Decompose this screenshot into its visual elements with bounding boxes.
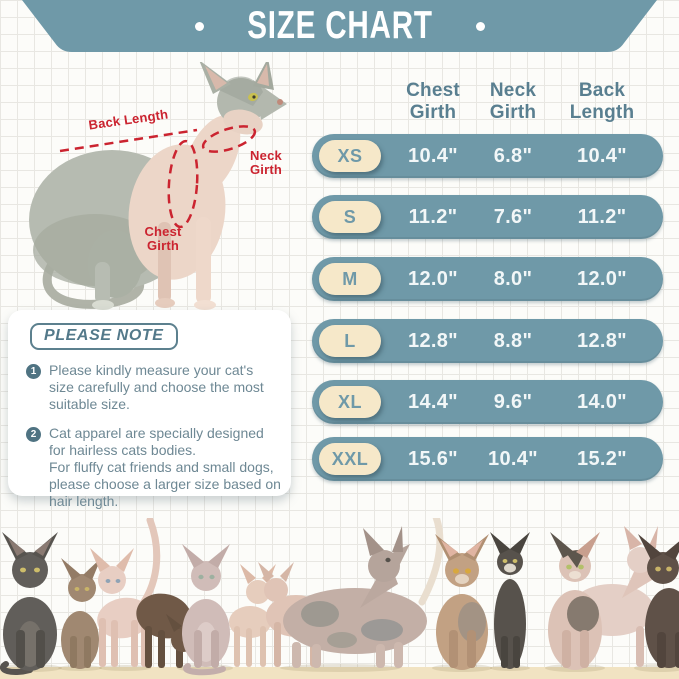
back-value: 15.2"	[577, 447, 627, 470]
back-value: 12.8"	[577, 329, 627, 352]
cat-brown-head-down	[136, 593, 198, 668]
cat-lilac-sitting	[182, 544, 230, 676]
cat-tortie-sitting	[548, 532, 602, 670]
neck-value: 9.6"	[493, 390, 533, 413]
decor-dot-right	[475, 21, 485, 31]
chest-girth-label-1: Chest	[144, 224, 182, 239]
neck-value: 8.8"	[493, 329, 533, 352]
column-header-neck-girth: Neck Girth	[489, 80, 537, 123]
cat-tan-sitting	[435, 534, 489, 670]
chest-value: 10.4"	[408, 144, 458, 167]
chest-value: 11.2"	[408, 205, 458, 228]
neck-girth-ellipse	[201, 125, 257, 153]
table-row-s: S 11.2" 7.6" 11.2"	[312, 195, 663, 239]
note-number-1: 1	[26, 364, 41, 379]
chest-value: 12.8"	[408, 329, 458, 352]
page-title: SIZE CHART	[0, 0, 679, 52]
decor-dot-left	[194, 21, 204, 31]
title-text: SIZE CHART	[246, 4, 433, 47]
note-item-2: 2 Cat apparel are specially designed for…	[26, 425, 281, 510]
back-length-line	[59, 128, 198, 153]
size-badge: XS	[319, 140, 381, 172]
cat-taupe-sitting	[61, 558, 101, 669]
neck-girth-label-1: Neck	[250, 148, 282, 163]
please-note-card: PLEASE NOTE 1 Please kindly measure your…	[8, 310, 291, 509]
cat-dark-sitting	[0, 532, 58, 676]
neck-value: 10.4"	[488, 447, 538, 470]
chest-value: 12.0"	[408, 267, 458, 290]
floor-strip	[0, 667, 679, 679]
back-value: 12.0"	[577, 267, 627, 290]
table-row-xxl: XXL 15.6" 10.4" 15.2"	[312, 437, 663, 481]
table-row-xs: XS 10.4" 6.8" 10.4"	[312, 134, 663, 178]
chest-value: 14.4"	[408, 390, 458, 413]
chest-value: 15.6"	[408, 447, 458, 470]
size-badge: L	[319, 325, 381, 357]
table-row-l: L 12.8" 8.8" 12.8"	[312, 319, 663, 363]
please-note-badge: PLEASE NOTE	[30, 323, 178, 350]
size-badge: XL	[319, 386, 381, 418]
note-number-2: 2	[26, 427, 41, 442]
chest-girth-label-2: Girth	[147, 238, 179, 253]
cat-nose	[277, 99, 283, 105]
table-row-xl: XL 14.4" 9.6" 14.0"	[312, 380, 663, 424]
column-header-back-length: Back Length	[569, 80, 635, 123]
neck-value: 6.8"	[493, 144, 533, 167]
banner-ribbon	[22, 0, 657, 52]
back-value: 11.2"	[577, 205, 627, 228]
sphynx-cats-group-photo	[0, 518, 679, 679]
neck-value: 7.6"	[493, 205, 533, 228]
neck-girth-label-2: Girth	[250, 162, 282, 177]
cat-dark-upright	[490, 532, 530, 669]
table-row-m: M 12.0" 8.0" 12.0"	[312, 257, 663, 301]
cat-mottled-standing	[283, 518, 444, 668]
cat-dark-right-edge	[638, 534, 679, 668]
note-item-1: 1 Please kindly measure your cat's size …	[26, 362, 281, 413]
size-badge: S	[319, 201, 381, 233]
back-length-label: Back Length	[88, 107, 170, 133]
back-value: 10.4"	[577, 144, 627, 167]
chest-girth-ellipse	[167, 139, 199, 229]
note-text-2: Cat apparel are specially designed for h…	[49, 425, 281, 509]
column-header-chest-girth: Chest Girth	[406, 80, 460, 123]
cat-measurement-diagram: Back Length Neck Girth Chest Girth	[29, 62, 287, 310]
neck-value: 8.0"	[493, 267, 533, 290]
back-value: 14.0"	[577, 390, 627, 413]
size-badge: M	[319, 263, 381, 295]
note-text-1: Please kindly measure your cat's size ca…	[49, 362, 264, 412]
size-badge: XXL	[319, 443, 381, 475]
